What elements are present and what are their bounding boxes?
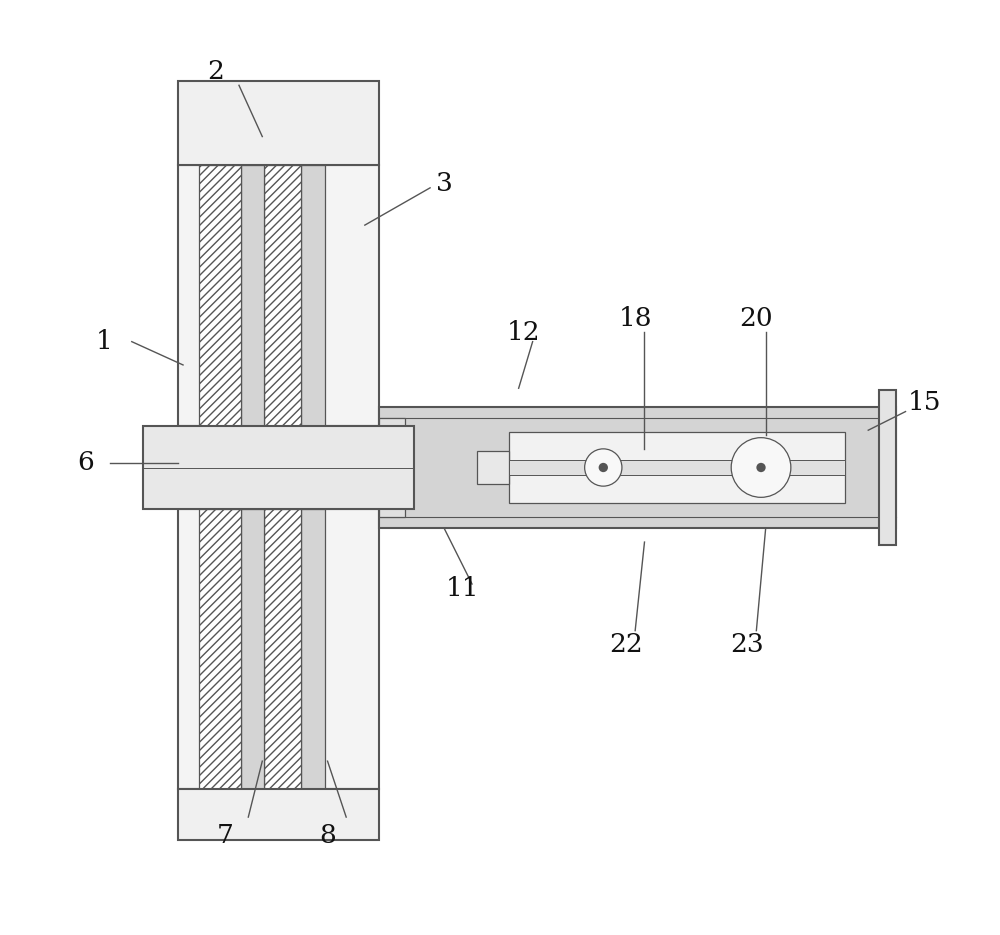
Text: 8: 8 (319, 823, 336, 848)
Bar (879, 390, 896, 545)
Text: 7: 7 (217, 823, 233, 848)
Bar (379, 407, 896, 528)
Bar (178, 510, 379, 789)
Bar (241, 165, 264, 425)
Bar (178, 789, 379, 841)
Text: 18: 18 (618, 306, 652, 331)
Text: 11: 11 (446, 576, 479, 601)
Circle shape (585, 449, 622, 486)
Bar (241, 510, 264, 789)
Text: 12: 12 (506, 320, 540, 345)
Text: 20: 20 (740, 306, 773, 331)
Bar (509, 432, 845, 503)
Text: 22: 22 (609, 632, 643, 657)
Circle shape (731, 438, 791, 497)
Bar (301, 510, 325, 789)
Bar (199, 165, 241, 425)
Bar (477, 451, 509, 484)
Bar (264, 165, 301, 425)
Bar (199, 510, 241, 789)
Text: 23: 23 (730, 632, 764, 657)
Bar (509, 460, 845, 475)
Text: 6: 6 (77, 451, 94, 475)
Text: 2: 2 (207, 59, 224, 84)
Bar (178, 165, 379, 425)
Circle shape (756, 463, 766, 472)
Bar (178, 80, 379, 165)
Text: 1: 1 (95, 329, 112, 354)
Bar (379, 418, 405, 517)
Text: 3: 3 (436, 171, 453, 195)
Bar (264, 510, 301, 789)
Text: 15: 15 (907, 390, 941, 415)
Circle shape (599, 463, 608, 472)
Bar (301, 165, 325, 425)
Bar (143, 425, 414, 510)
